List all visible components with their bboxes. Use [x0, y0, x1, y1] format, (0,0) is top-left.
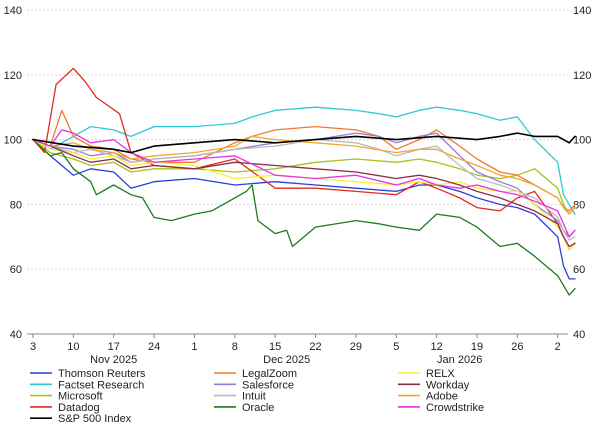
x-tick-label: 10: [67, 341, 79, 353]
y-tick-label-left: 80: [10, 199, 22, 211]
plot-area: [32, 67, 576, 296]
legend-label-adobe: Adobe: [426, 391, 458, 403]
legend-label-legalzoom: LegalZoom: [242, 368, 297, 380]
series-line-thomson-reuters: [32, 138, 576, 280]
y-tick-label-right: 40: [573, 329, 585, 341]
legend-label-s-p-500-index: S&P 500 Index: [58, 413, 132, 425]
y-tick-label-left: 140: [4, 5, 22, 17]
series-line-adobe: [32, 135, 576, 215]
series-line-crowdstrike: [32, 129, 576, 238]
y-tick-label-right: 120: [573, 70, 591, 82]
legend-label-microsoft: Microsoft: [58, 391, 103, 403]
x-tick-label: 3: [30, 341, 36, 353]
y-tick-label-left: 100: [4, 135, 22, 147]
y-tick-label-right: 60: [573, 264, 585, 276]
legend-label-factset-research: Factset Research: [58, 379, 144, 391]
x-month-label: Jan 2026: [437, 354, 482, 366]
y-axis-left: 40 60 80 100 120 140: [4, 5, 22, 341]
y-axis-right: 40 60 80 100 120 140: [573, 5, 591, 341]
series-line-legalzoom: [32, 109, 576, 212]
x-tick-label: 12: [430, 341, 442, 353]
x-tick-label: 26: [511, 341, 523, 353]
x-tick-label: 8: [232, 341, 238, 353]
x-tick-label: 1: [191, 341, 197, 353]
x-tick-label: 17: [108, 341, 120, 353]
series-line-workday: [32, 138, 576, 248]
series-line-oracle: [32, 138, 576, 296]
legend-label-crowdstrike: Crowdstrike: [426, 402, 484, 414]
x-tick-label: 22: [309, 341, 321, 353]
y-tick-label-left: 60: [10, 264, 22, 276]
x-tick-label: 2: [555, 341, 561, 353]
legend-label-relx: RELX: [426, 368, 455, 380]
y-tick-label-right: 140: [573, 5, 591, 17]
x-tick-label: 29: [350, 341, 362, 353]
legend-label-thomson-reuters: Thomson Reuters: [58, 368, 146, 380]
legend-label-workday: Workday: [426, 379, 470, 391]
y-tick-label-left: 40: [10, 329, 22, 341]
gridlines: [27, 9, 568, 335]
legend-label-oracle: Oracle: [242, 402, 274, 414]
legend-label-datadog: Datadog: [58, 402, 100, 414]
series-line-datadog: [32, 67, 576, 251]
series-line-s-p-500-index: [32, 132, 576, 154]
x-tick-label: 19: [471, 341, 483, 353]
legend-label-salesforce: Salesforce: [242, 379, 294, 391]
y-tick-label-right: 100: [573, 135, 591, 147]
x-tick-label: 24: [148, 341, 160, 353]
y-tick-label-right: 80: [573, 199, 585, 211]
x-tick-label: 15: [269, 341, 281, 353]
x-tick-label: 5: [393, 341, 399, 353]
legend: Thomson Reuters LegalZoom RELX Factset Rese…: [30, 368, 484, 425]
x-month-label: Dec 2025: [263, 354, 310, 366]
series-line-microsoft: [32, 138, 576, 215]
series-line-relx: [32, 138, 576, 251]
x-axis: 3 10 17 24 1 8 15 22 29 5 12 19 26 2 Nov 2025 Dec 2025 J…: [27, 333, 568, 366]
y-tick-label-left: 120: [4, 70, 22, 82]
legend-label-intuit: Intuit: [242, 391, 266, 403]
x-month-label: Nov 2025: [90, 354, 137, 366]
series-line-factset-research: [32, 106, 576, 215]
